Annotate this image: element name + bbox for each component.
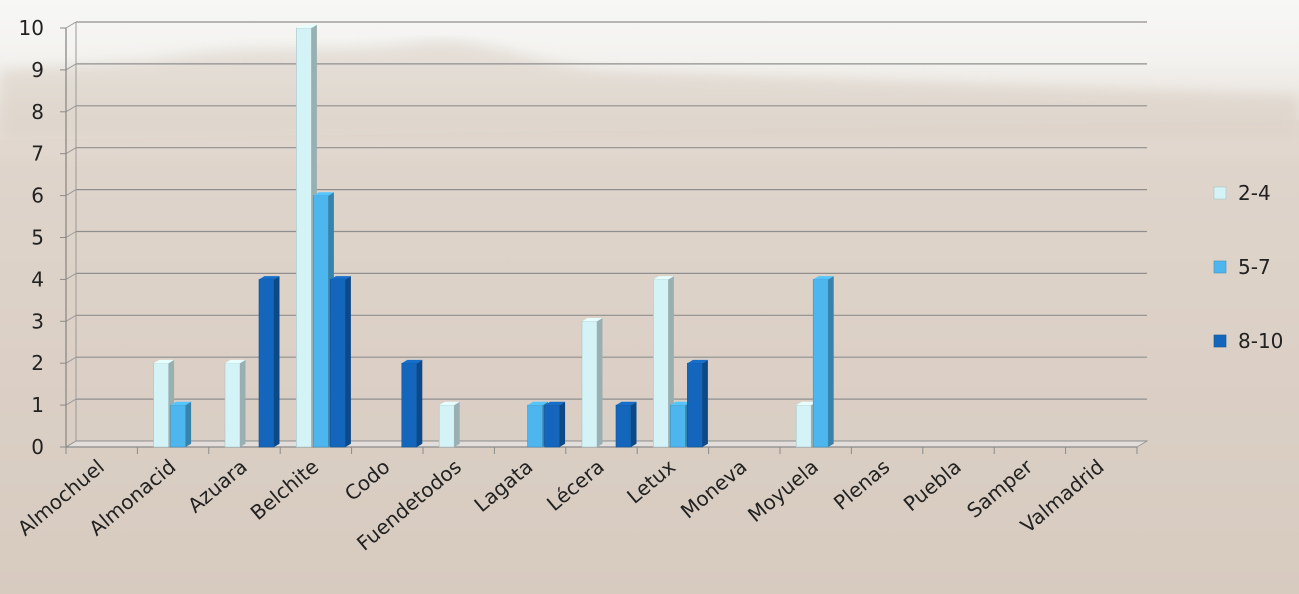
y-tick-label: 6 [31,184,44,208]
bar [170,401,192,448]
y-tick-label: 0 [31,435,44,459]
bar-side [345,276,351,447]
bar-top [153,359,175,364]
bar-side [559,401,566,447]
bar [401,359,423,448]
y-tick-label: 5 [31,226,44,250]
bar-top [670,401,691,406]
y-tick-label: 9 [31,58,44,82]
bar-front [687,362,703,448]
bars [153,24,834,448]
bar-front [527,404,543,448]
legend: 2-4 5-7 8-10 [1213,181,1283,353]
y-tick-label: 1 [31,393,44,417]
legend-label: 8-10 [1238,329,1283,353]
bar-top [616,401,637,406]
gridline-connector [65,314,77,322]
bar-front [615,404,632,448]
gridline-connector [65,105,77,113]
bar-top [653,276,674,280]
bar-top [296,24,317,28]
bar-front [224,362,241,448]
axes [60,22,1138,454]
bar-top [259,276,280,280]
bar-front [438,404,455,448]
legend-item: 5-7 [1213,255,1271,279]
bar-top [582,318,603,322]
bar-top [439,401,460,406]
bar-top [687,359,708,364]
gridline-connector [65,189,77,197]
bar [224,359,246,448]
gridline-connector [65,147,77,155]
y-tick-label: 2 [31,351,44,375]
bar [330,276,351,448]
bar-front [544,404,560,448]
bar-front [153,362,169,448]
y-tick-label: 7 [31,142,44,166]
bar-side [631,401,637,447]
bar-front [670,404,686,448]
bar-side [185,401,192,447]
gridline-connector [65,440,77,448]
y-tick-labels: 0 1 2 3 4 5 6 7 8 9 10 [19,16,44,459]
y-tick-label: 3 [31,309,44,333]
bar-top [225,359,246,364]
gridline-connector [65,272,77,280]
bar-top [813,276,834,280]
bar-top [330,276,351,280]
gridline-connector [65,21,77,29]
bar [544,401,566,448]
legend-item: 2-4 [1213,181,1271,205]
bar [812,276,834,448]
bar [258,276,280,448]
bar [438,401,460,448]
bar [153,359,175,448]
legend-swatch [1213,260,1227,274]
y-tick-label: 10 [19,16,44,40]
bar-front [296,27,312,448]
bar-side [828,276,834,447]
bar-top [527,401,549,406]
bar-top [170,401,192,406]
bar-side [274,276,280,447]
legend-label: 2-4 [1238,181,1271,205]
bar-top [313,192,334,196]
legend-item: 8-10 [1213,329,1283,353]
bar-front [330,279,346,448]
bar-side [702,359,708,447]
gridline-connector [65,398,77,406]
bar-front [581,320,598,448]
bar [581,318,603,448]
y-tick-label: 8 [31,100,44,124]
gridline-connector [65,63,77,71]
bar [313,192,334,448]
bar-top [401,359,423,364]
legend-swatch [1213,334,1227,348]
bar-front [313,195,329,448]
bar-front [258,279,275,448]
bar-side [416,359,423,447]
bar-side [240,359,246,447]
legend-swatch [1213,186,1227,200]
bar-top [796,401,817,406]
bar-side [454,401,460,447]
bar-front [812,279,829,448]
bar [615,401,637,448]
bar-front [170,404,186,448]
gridline-connector [65,231,77,238]
bar [653,276,674,448]
bar-front [795,404,812,448]
legend-label: 5-7 [1238,255,1271,279]
bar-side [597,318,603,447]
bar-front [401,362,418,448]
gridline-connector [65,356,77,364]
y-tick-label: 4 [31,267,44,291]
bar [687,359,708,448]
bar-front [653,279,669,448]
bar-top [544,401,566,406]
